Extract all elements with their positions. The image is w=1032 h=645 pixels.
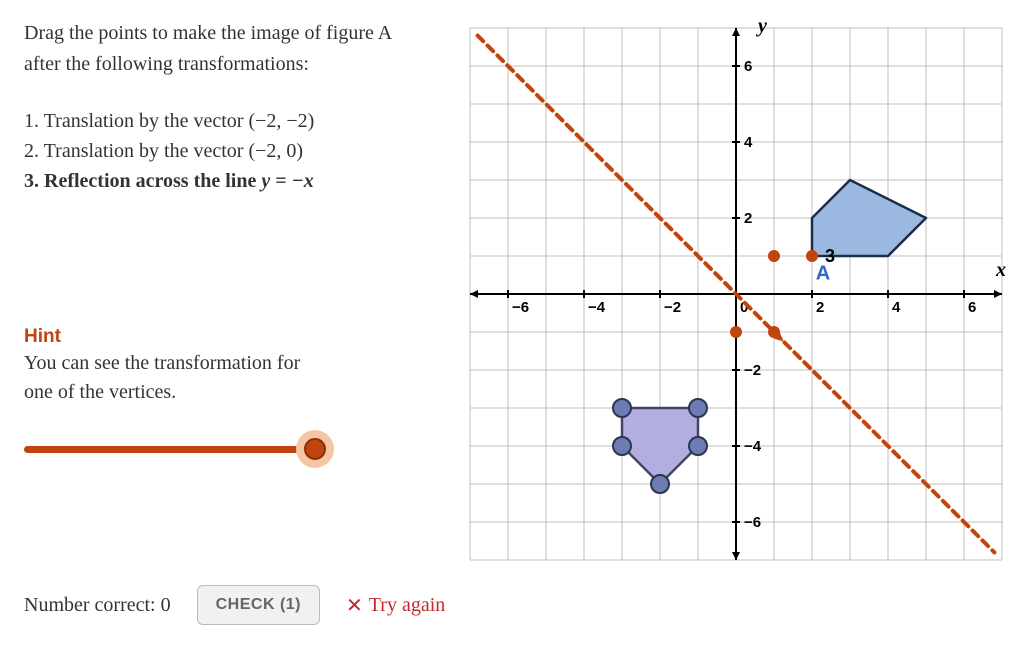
step-2-math: (−2, 0) xyxy=(248,140,303,162)
step-2: 2. Translation by the vector (−2, 0) xyxy=(24,136,458,166)
try-again: ✕ Try again xyxy=(346,593,445,618)
hint-line1: You can see the transformation for xyxy=(24,350,458,377)
prompt-line2: after the following transformations: xyxy=(24,51,458,78)
check-button[interactable]: CHECK (1) xyxy=(197,585,320,625)
step-3-rhs: −x xyxy=(292,170,314,192)
svg-text:2: 2 xyxy=(744,210,752,227)
svg-text:6: 6 xyxy=(968,299,976,316)
slider-track xyxy=(24,446,314,453)
svg-text:−2: −2 xyxy=(744,362,761,379)
svg-text:4: 4 xyxy=(892,299,901,316)
draggable-vertex[interactable] xyxy=(689,399,707,417)
svg-text:−4: −4 xyxy=(744,438,762,455)
score-text: Number correct: 0 xyxy=(24,594,171,617)
figure-ref: A xyxy=(378,22,392,44)
bottom-bar: Number correct: 0 CHECK (1) ✕ Try again xyxy=(24,585,445,625)
draggable-vertex[interactable] xyxy=(689,437,707,455)
step-3-text: 3. Reflection across the line xyxy=(24,170,261,192)
try-again-text: Try again xyxy=(369,594,445,617)
hint-title: Hint xyxy=(24,326,458,348)
svg-text:−4: −4 xyxy=(588,299,606,316)
score-value: 0 xyxy=(161,594,171,616)
step-3: 3. Reflection across the line y = −x xyxy=(24,166,458,196)
svg-text:y: y xyxy=(756,20,767,37)
slider-thumb[interactable] xyxy=(304,438,326,460)
svg-text:−2: −2 xyxy=(664,299,681,316)
svg-text:2: 2 xyxy=(816,299,824,316)
svg-text:x: x xyxy=(995,259,1006,281)
prompt-line1: Drag the points to make the image of fig… xyxy=(24,22,378,44)
svg-text:−6: −6 xyxy=(512,299,529,316)
svg-text:3: 3 xyxy=(825,246,835,266)
step-1-text: 1. Translation by the vector xyxy=(24,110,248,132)
draggable-vertex[interactable] xyxy=(613,437,631,455)
step-2-text: 2. Translation by the vector xyxy=(24,140,248,162)
coordinate-graph[interactable]: −6−4−20246−6−4−2246xyA3 xyxy=(468,20,1008,591)
hint-block: Hint You can see the transformation for … xyxy=(24,326,458,406)
step-1-math: (−2, −2) xyxy=(248,110,314,132)
score-label: Number correct: xyxy=(24,594,161,616)
hint-line2: one of the vertices. xyxy=(24,379,458,406)
step-3-eq: = xyxy=(270,170,291,192)
transformation-steps: 1. Translation by the vector (−2, −2) 2.… xyxy=(24,106,458,196)
svg-text:−6: −6 xyxy=(744,514,761,531)
svg-text:6: 6 xyxy=(744,58,752,75)
svg-text:4: 4 xyxy=(744,134,753,151)
draggable-vertex[interactable] xyxy=(613,399,631,417)
x-icon: ✕ xyxy=(346,593,363,618)
prompt: Drag the points to make the image of fig… xyxy=(24,20,458,78)
step-1: 1. Translation by the vector (−2, −2) xyxy=(24,106,458,136)
draggable-vertex[interactable] xyxy=(651,475,669,493)
step-3-lhs: y xyxy=(261,170,270,192)
hint-slider[interactable] xyxy=(24,428,344,468)
